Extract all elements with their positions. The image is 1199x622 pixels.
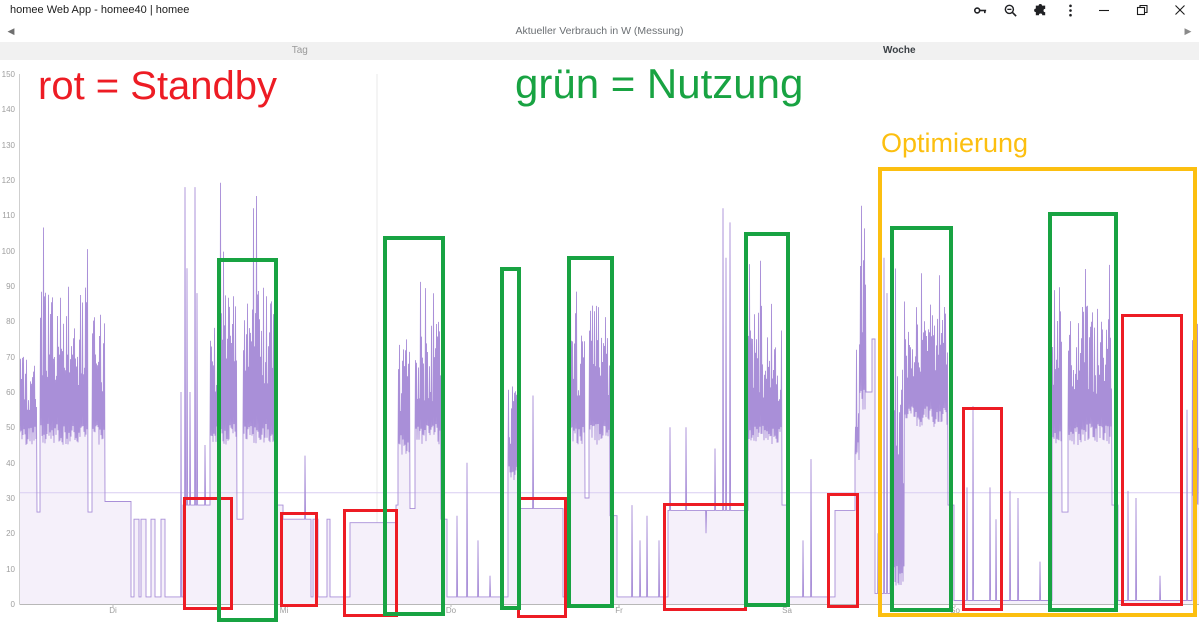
chart-title: Aktueller Verbrauch in W (Messung) bbox=[515, 25, 684, 37]
standby-highlight-box bbox=[827, 493, 859, 608]
usage-highlight-box bbox=[567, 256, 614, 608]
close-icon bbox=[1175, 5, 1185, 15]
password-button[interactable] bbox=[965, 0, 995, 20]
extensions-button[interactable] bbox=[1025, 0, 1055, 20]
standby-highlight-box bbox=[663, 503, 747, 611]
y-tick-label: 80 bbox=[6, 317, 15, 327]
y-tick-label: 140 bbox=[1, 105, 15, 115]
y-tick-label: 10 bbox=[6, 564, 15, 574]
usage-highlight-box bbox=[744, 232, 790, 607]
usage-highlight-box bbox=[383, 236, 445, 616]
y-tick-label: 130 bbox=[1, 140, 15, 150]
x-tick-label-mi: Mi bbox=[279, 606, 289, 615]
prev-period-button[interactable]: ◀ bbox=[7, 26, 15, 36]
title-bar: homee Web App - homee40 | homee bbox=[0, 0, 1199, 21]
x-tick-label-sa: Sa bbox=[782, 606, 792, 615]
usage-highlight-box bbox=[890, 226, 953, 612]
next-period-button[interactable]: ▶ bbox=[1184, 26, 1192, 36]
series-line bbox=[19, 182, 1199, 601]
standby-highlight-box bbox=[280, 512, 318, 607]
period-tabs: Tag Woche bbox=[0, 42, 1199, 61]
restore-icon bbox=[1136, 4, 1148, 16]
standby-highlight-box bbox=[343, 509, 398, 617]
usage-legend-text: grün = Nutzung bbox=[515, 60, 804, 107]
y-tick-label: 20 bbox=[6, 529, 15, 539]
y-tick-label: 120 bbox=[1, 176, 15, 185]
tab-tag[interactable]: Tag bbox=[291, 45, 308, 56]
y-tick-label: 110 bbox=[2, 211, 15, 221]
tab-woche[interactable]: Woche bbox=[882, 45, 916, 56]
menu-kebab-icon bbox=[1068, 4, 1072, 16]
standby-highlight-box bbox=[517, 497, 567, 618]
extensions-icon bbox=[1033, 3, 1045, 15]
usage-highlight-box bbox=[1048, 212, 1118, 612]
y-tick-label: 60 bbox=[6, 388, 15, 397]
x-tick-label-fr: Fr bbox=[615, 606, 623, 615]
optimization-highlight-box bbox=[878, 167, 1197, 617]
x-tick-label-di: Di bbox=[109, 606, 117, 615]
key-icon bbox=[973, 6, 986, 14]
x-tick-label-so: So bbox=[950, 606, 960, 615]
zoom-button[interactable] bbox=[995, 0, 1025, 20]
minimize-button[interactable] bbox=[1085, 0, 1123, 20]
restore-button[interactable] bbox=[1123, 0, 1161, 20]
y-tick-label: 90 bbox=[6, 282, 15, 291]
chart-header: ◀ Aktueller Verbrauch in W (Messung) ▶ bbox=[0, 20, 1199, 43]
y-tick-label: 0 bbox=[10, 600, 15, 609]
browser-menu-button[interactable] bbox=[1055, 0, 1085, 20]
y-tick-label: 100 bbox=[1, 246, 15, 256]
standby-highlight-box bbox=[1121, 314, 1183, 606]
y-tick-label: 70 bbox=[6, 352, 15, 362]
y-tick-label: 40 bbox=[6, 458, 15, 468]
zoom-icon bbox=[1004, 4, 1017, 17]
minimize-icon bbox=[1099, 9, 1109, 12]
usage-highlight-box bbox=[500, 267, 521, 610]
optimization-legend-text: Optimierung bbox=[881, 128, 1029, 158]
standby-highlight-box bbox=[183, 497, 233, 610]
y-tick-label: 30 bbox=[6, 494, 15, 503]
consumption-chart[interactable]: 0 10 20 30 40 50 60 70 80 90 100 110 120 130 140 150 Di… bbox=[0, 60, 1199, 622]
y-tick-label: 50 bbox=[6, 423, 15, 433]
x-tick-label-do: Do bbox=[445, 606, 457, 615]
standby-legend-text: rot = Standby bbox=[38, 64, 278, 108]
standby-highlight-box bbox=[962, 407, 1003, 611]
window-title: homee Web App - homee40 | homee bbox=[10, 4, 190, 16]
close-button[interactable] bbox=[1161, 0, 1199, 20]
usage-highlight-box bbox=[217, 258, 278, 622]
y-tick-label: 150 bbox=[1, 70, 15, 79]
